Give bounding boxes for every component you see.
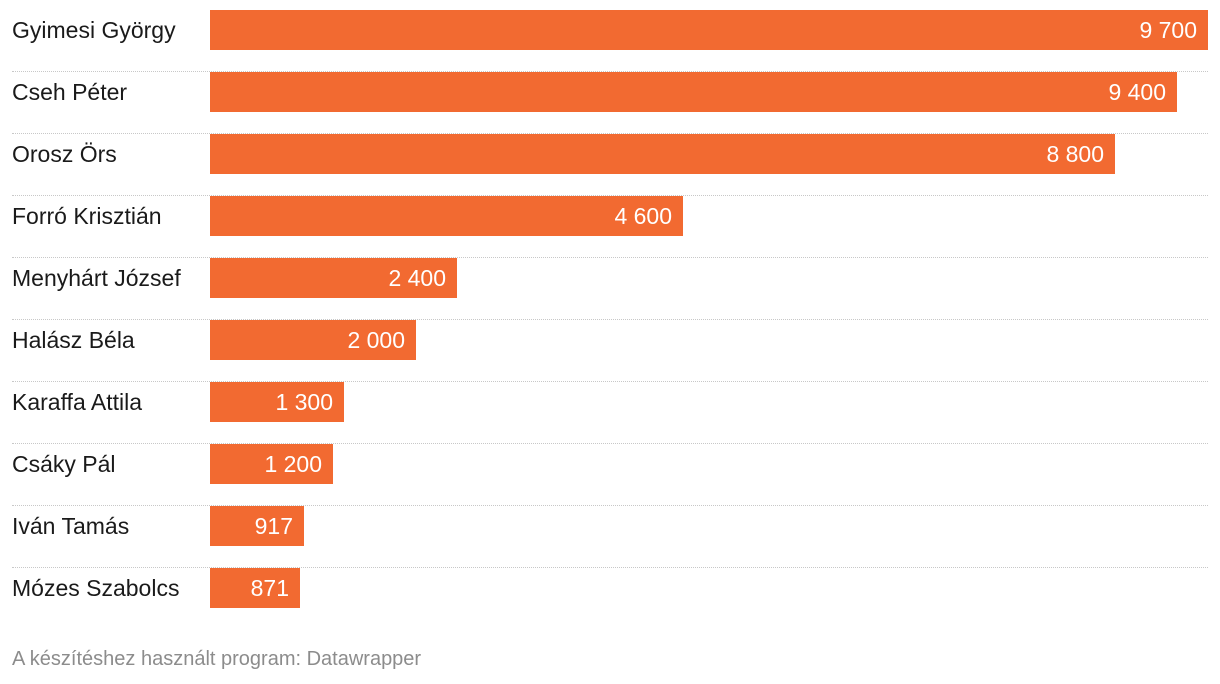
bar-row: Karaffa Attila 1 300	[12, 382, 1208, 444]
bar	[210, 382, 344, 422]
chart-credit: A készítéshez használt program: Datawrap…	[12, 648, 422, 670]
row-divider	[12, 195, 1208, 196]
category-label: Mózes Szabolcs	[12, 575, 180, 601]
bar-row: Mózes Szabolcs 871	[12, 568, 1208, 630]
bar-row: Cseh Péter 9 400	[12, 72, 1208, 134]
bar	[210, 444, 333, 484]
value-label: 2 400	[388, 265, 446, 291]
bar-row: Halász Béla 2 000	[12, 320, 1208, 382]
bar	[210, 134, 1115, 174]
value-label: 871	[250, 575, 289, 601]
bar	[210, 196, 683, 236]
bar-row: Forró Krisztián 4 600	[12, 196, 1208, 258]
row-divider	[12, 381, 1208, 382]
category-label: Forró Krisztián	[12, 203, 162, 229]
value-label: 9 700	[1139, 17, 1197, 43]
bar	[210, 258, 457, 298]
value-label: 8 800	[1046, 141, 1104, 167]
value-label: 1 300	[275, 389, 333, 415]
category-label: Halász Béla	[12, 327, 135, 353]
row-divider	[12, 567, 1208, 568]
value-label: 2 000	[347, 327, 405, 353]
row-divider	[12, 133, 1208, 134]
bar-row: Menyhárt József 2 400	[12, 258, 1208, 320]
bar	[210, 320, 416, 360]
row-divider	[12, 319, 1208, 320]
bar	[210, 72, 1177, 112]
bar-row: Gyimesi György 9 700	[12, 10, 1208, 72]
bar	[210, 10, 1208, 50]
bar	[210, 506, 304, 546]
category-label: Iván Tamás	[12, 513, 130, 539]
bar-row: Iván Tamás 917	[12, 506, 1208, 568]
category-label: Csáky Pál	[12, 451, 116, 477]
category-label: Gyimesi György	[12, 17, 176, 43]
row-divider	[12, 71, 1208, 72]
row-divider	[12, 443, 1208, 444]
category-label: Orosz Örs	[12, 141, 117, 167]
category-label: Menyhárt József	[12, 265, 181, 291]
category-label: Karaffa Attila	[12, 389, 142, 415]
category-label: Cseh Péter	[12, 79, 128, 105]
bar-row: Csáky Pál 1 200	[12, 444, 1208, 506]
bar-row: Orosz Örs 8 800	[12, 134, 1208, 196]
value-label: 4 600	[614, 203, 672, 229]
value-label: 9 400	[1108, 79, 1166, 105]
row-divider	[12, 505, 1208, 506]
value-label: 917	[254, 513, 293, 539]
value-label: 1 200	[264, 451, 322, 477]
row-divider	[12, 257, 1208, 258]
bar	[210, 568, 300, 608]
bar-chart: Gyimesi György 9 700 Cseh Péter 9 400 Orosz …	[12, 10, 1208, 630]
